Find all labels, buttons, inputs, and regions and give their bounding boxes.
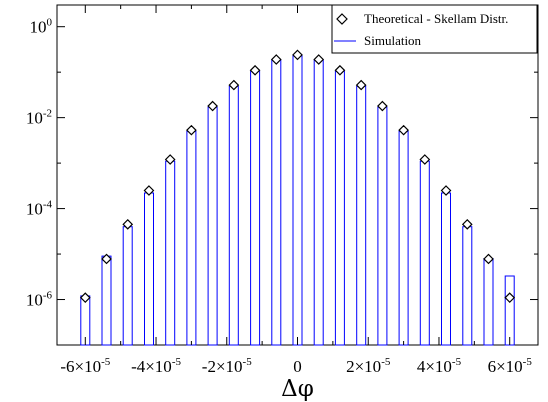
- legend-diamond-marker-icon: [336, 13, 348, 25]
- simulation-bar: [207, 106, 218, 346]
- y-tick-label: 10-6: [26, 290, 53, 310]
- simulation-bar: [101, 255, 112, 346]
- x-tick-label: 2×10-5: [346, 356, 391, 376]
- simulation-bar: [483, 258, 494, 346]
- legend-label-simulation: Simulation: [364, 33, 422, 48]
- theoretical-point: [101, 253, 112, 265]
- simulation-bar: [462, 226, 473, 346]
- simulation-bar: [334, 70, 345, 346]
- simulation-bar: [292, 55, 303, 346]
- theoretical-point: [79, 292, 91, 303]
- theoretical-point: [461, 219, 473, 230]
- simulation-bar: [122, 226, 133, 346]
- y-axis: 100 10-2 10-4 10-6: [26, 17, 538, 346]
- theoretical-point: [270, 54, 282, 65]
- theoretical-point: [377, 100, 388, 112]
- legend: Theoretical - Skellam Distr. Simulation: [331, 4, 538, 54]
- simulation-bar: [419, 160, 430, 346]
- theoretical-point: [228, 79, 240, 91]
- simulation-bar: [398, 130, 409, 346]
- x-axis-title: Δφ: [281, 376, 314, 402]
- simulation-bar: [377, 106, 388, 346]
- theoretical-point: [164, 154, 176, 165]
- y-tick-label: 100: [30, 17, 53, 37]
- theoretical-point: [143, 185, 155, 196]
- simulation-bar: [250, 70, 261, 346]
- theoretical-point: [419, 154, 431, 165]
- simulation-bar: [441, 192, 451, 346]
- theoretical-point: [292, 49, 303, 61]
- y-tick-label: 10-4: [26, 199, 53, 219]
- simulation-bar: [356, 85, 367, 346]
- simulation-bar: [144, 192, 154, 346]
- x-tick-label: 4×10-5: [417, 356, 462, 376]
- simulation-bar: [165, 160, 176, 346]
- legend-box: [331, 4, 538, 54]
- theoretical-point: [207, 100, 218, 112]
- theoretical-point: [504, 292, 516, 303]
- x-tick-label: 0: [293, 357, 302, 376]
- theoretical-point: [122, 219, 134, 230]
- theoretical-markers: [79, 49, 516, 303]
- x-tick-label: 6×10-5: [488, 356, 533, 376]
- y-tick-label: 10-2: [26, 108, 52, 128]
- simulation-bars: [80, 55, 515, 346]
- theoretical-point: [334, 64, 346, 76]
- x-tick-label: -6×10-5: [60, 356, 110, 376]
- theoretical-point: [440, 185, 452, 196]
- x-axis: -6×10-5 -4×10-5 -2×10-5 0 2×10-5 4×10-5 6×10-5: [60, 5, 532, 376]
- theoretical-point: [398, 124, 409, 136]
- x-tick-label: -4×10-5: [131, 356, 181, 376]
- simulation-bar: [271, 59, 282, 346]
- legend-label-theoretical: Theoretical - Skellam Distr.: [364, 11, 508, 26]
- theoretical-point: [483, 253, 494, 265]
- theoretical-point: [313, 54, 325, 65]
- simulation-bar: [504, 275, 515, 346]
- theoretical-point: [355, 79, 367, 91]
- simulation-bar: [313, 59, 324, 346]
- x-tick-label: -2×10-5: [202, 356, 252, 376]
- simulation-bar: [228, 85, 239, 346]
- theoretical-point: [249, 64, 261, 76]
- theoretical-point: [186, 124, 197, 136]
- simulation-bar: [186, 130, 197, 346]
